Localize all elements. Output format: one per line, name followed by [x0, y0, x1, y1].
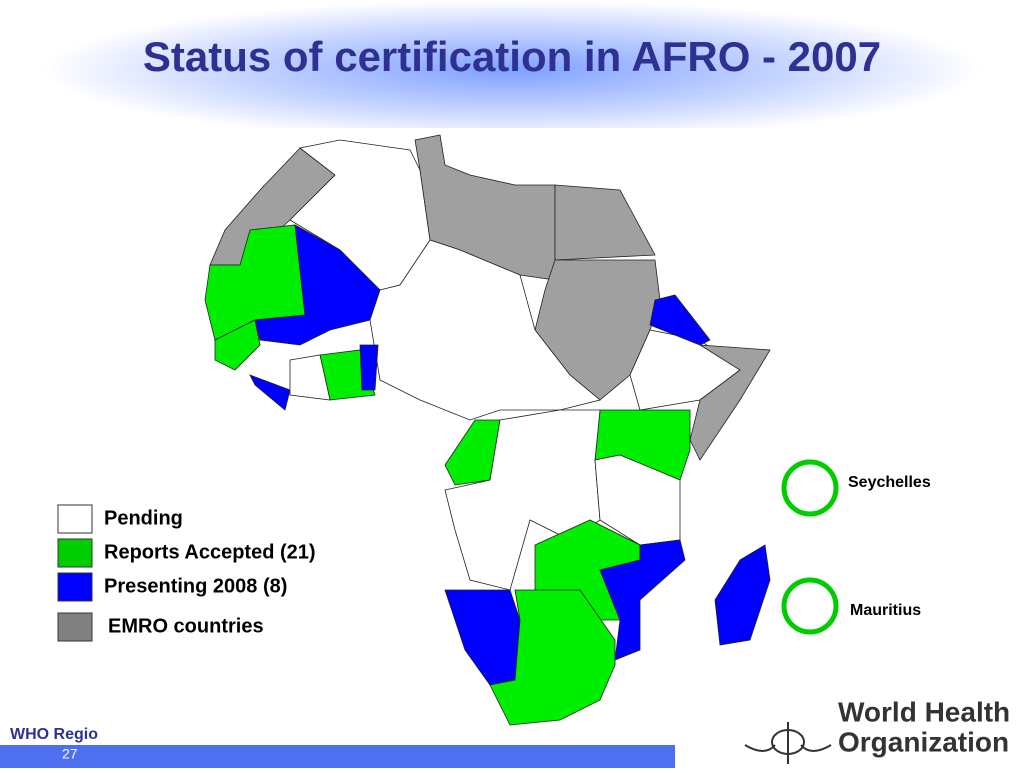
legend-swatch	[57, 612, 93, 642]
legend: Pending Reports Accepted (21) Presenting 2…	[57, 504, 316, 642]
page-number: 27	[62, 746, 78, 762]
seychelles-circle	[781, 459, 839, 517]
logo-text: World Health	[838, 696, 1010, 727]
island-label: Seychelles	[848, 474, 931, 491]
legend-swatch	[57, 572, 93, 602]
legend-label: EMRO countries	[108, 615, 264, 637]
legend-swatch	[57, 538, 93, 568]
legend-label: Reports Accepted (21)	[104, 541, 316, 563]
legend-swatch	[57, 504, 93, 534]
logo-text: Organization	[838, 726, 1009, 757]
logo-emblem	[744, 722, 832, 764]
mauritius-circle	[781, 577, 839, 635]
legend-label: Pending	[104, 507, 183, 529]
title: Status of certification in AFRO - 2007	[143, 33, 881, 80]
title-glow	[42, 0, 982, 140]
island-label: Mauritius	[850, 602, 921, 619]
map	[204, 134, 771, 726]
footer-region: WHO Regio	[10, 726, 98, 743]
footer-bar	[0, 745, 675, 768]
legend-label: Presenting 2008 (8)	[104, 575, 287, 597]
